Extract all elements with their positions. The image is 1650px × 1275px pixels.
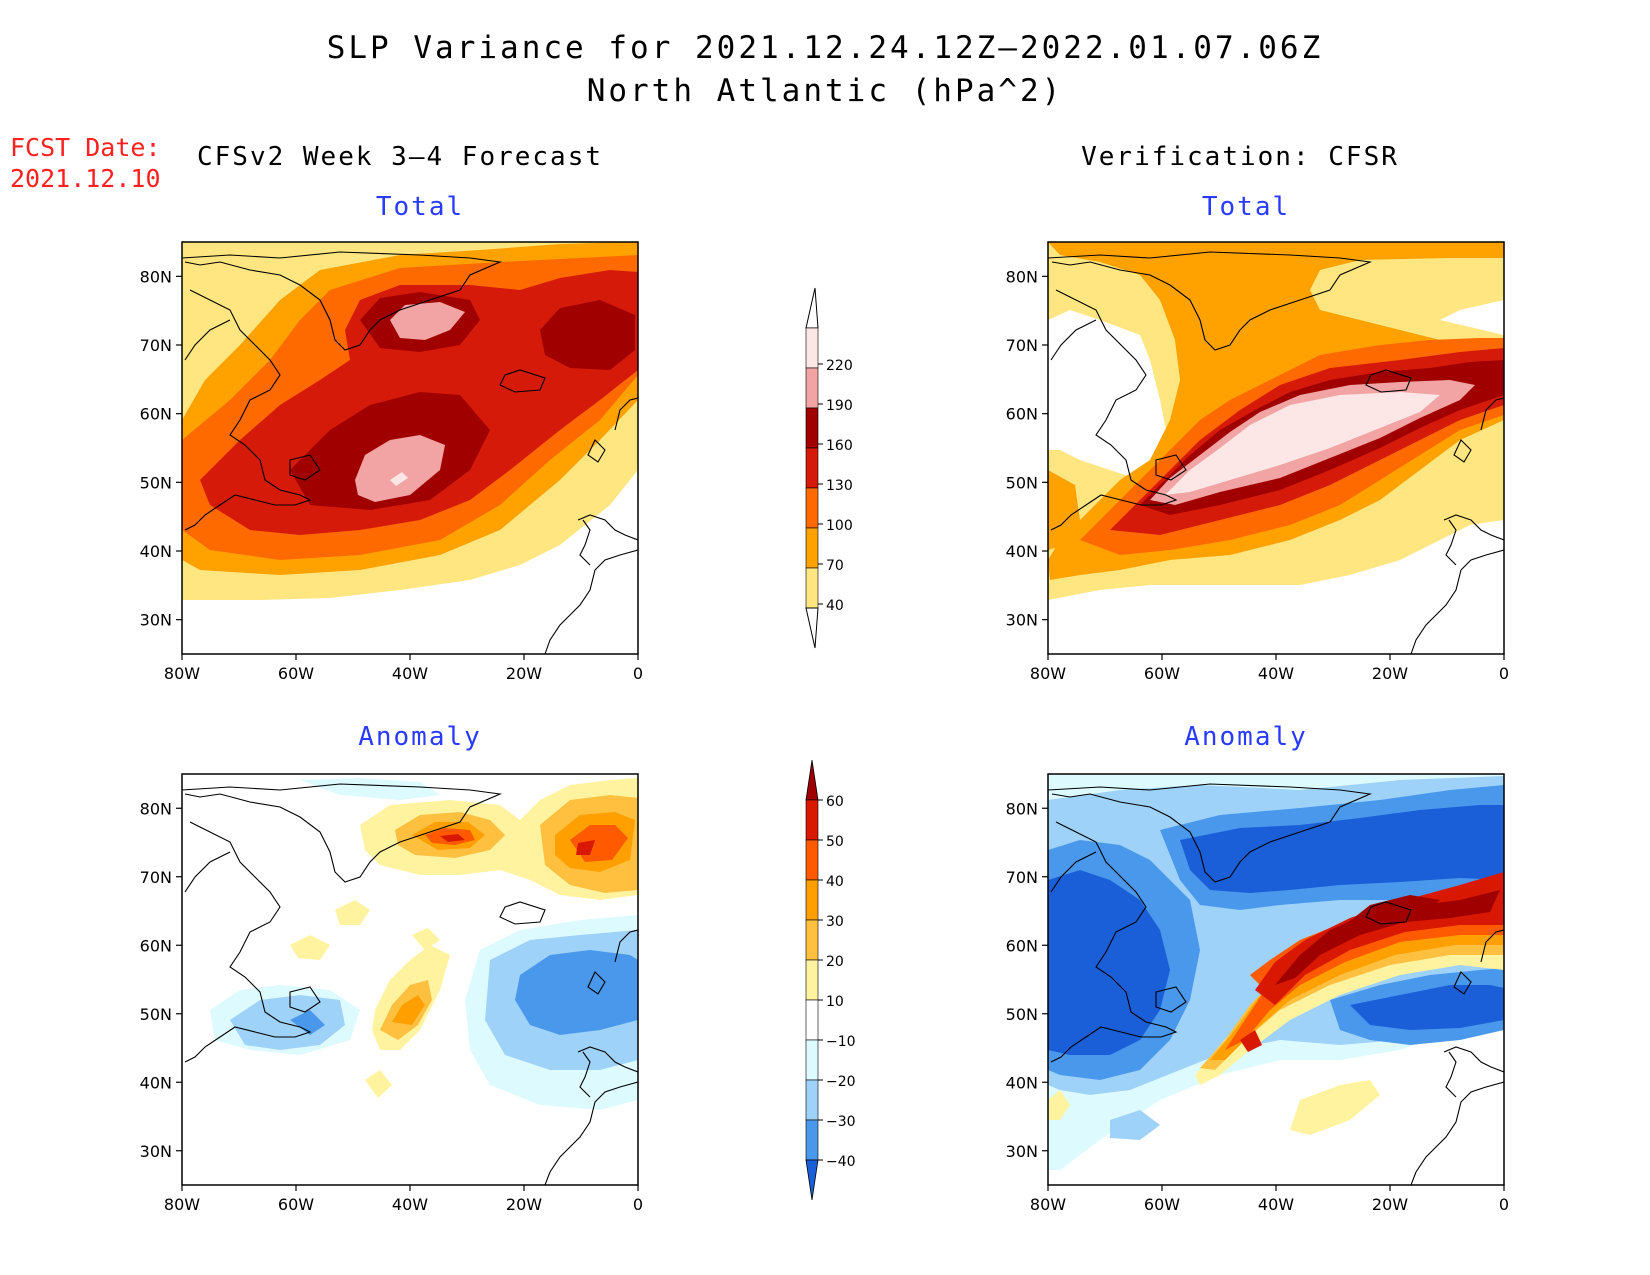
colorbar-swatch (805, 919, 819, 961)
colorbar-swatch (805, 1079, 819, 1121)
colorbar-swatch (805, 527, 819, 569)
verification-total-label: Total (1201, 192, 1291, 222)
lat-tick-label: 80N (140, 267, 172, 286)
main-title: SLP Variance for 2021.12.24.12Z–2022.01.… (326, 30, 1324, 66)
colorbar-swatch (805, 567, 819, 609)
forecast-total-label: Total (375, 192, 465, 222)
lon-tick-label: 80W (164, 664, 200, 683)
lat-tick-label: 50N (1006, 473, 1038, 492)
lat-tick-label: 40N (1006, 1073, 1038, 1092)
colorbar-level-label: 30 (826, 914, 844, 930)
colorbar-top-cap (805, 287, 819, 329)
lat-tick-label: 30N (1006, 1142, 1038, 1161)
lat-tick-label: 50N (1006, 1005, 1038, 1024)
total-colorbar: 220 190 160 130 100 70 40 (805, 287, 853, 649)
lon-tick-label: 60W (278, 664, 314, 683)
lat-tick-label: 40N (1006, 542, 1038, 561)
anomaly-colorbar: 60 50 40 30 20 10 −10 −20 −30 −40 (805, 759, 856, 1201)
colorbar-level-label: 50 (826, 834, 844, 850)
colorbar-swatch (805, 447, 819, 489)
lat-tick-label: 60N (140, 936, 172, 955)
lat-tick-label: 40N (140, 1073, 172, 1092)
lat-tick-label: 60N (140, 405, 172, 424)
colorbar-level-label: 70 (826, 558, 844, 574)
verification-total-map (1047, 241, 1505, 655)
lon-tick-label: 20W (1372, 664, 1408, 683)
colorbar-level-label: 60 (826, 794, 844, 810)
lat-tick-label: 40N (140, 542, 172, 561)
lon-tick-label: 60W (278, 1195, 314, 1214)
verification-anomaly-label: Anomaly (1184, 722, 1308, 752)
lon-tick-label: 40W (1258, 664, 1294, 683)
lon-tick-label: 0 (633, 664, 643, 683)
lat-tick-label: 60N (1006, 936, 1038, 955)
colorbar-level-label: 220 (826, 358, 853, 374)
lon-tick-label: 60W (1144, 664, 1180, 683)
lat-tick-label: 80N (1006, 799, 1038, 818)
lon-tick-label: 40W (1258, 1195, 1294, 1214)
lon-tick-label: 80W (164, 1195, 200, 1214)
verification-column-title: Verification: CFSR (1081, 142, 1399, 172)
forecast-anomaly-map (181, 773, 639, 1186)
lon-tick-label: 40W (392, 664, 428, 683)
colorbar-swatch (805, 879, 819, 921)
lon-tick-label: 20W (1372, 1195, 1408, 1214)
colorbar-level-label: 40 (826, 598, 844, 614)
colorbar-level-label: 130 (826, 478, 853, 494)
lon-tick-label: 20W (506, 664, 542, 683)
lon-tick-label: 60W (1144, 1195, 1180, 1214)
colorbar-swatch (805, 1039, 819, 1081)
colorbar-swatch (805, 367, 819, 409)
colorbar-level-label: −40 (826, 1154, 856, 1170)
colorbar-swatch (805, 799, 819, 841)
colorbar-swatch (805, 999, 819, 1041)
lat-tick-label: 70N (140, 336, 172, 355)
colorbar-level-label: 20 (826, 954, 844, 970)
main-subtitle: North Atlantic (hPa^2) (586, 73, 1064, 109)
colorbar-level-label: 190 (826, 398, 853, 414)
colorbar-swatch (805, 327, 819, 369)
colorbar-level-label: −30 (826, 1114, 856, 1130)
colorbar-swatch (805, 1119, 819, 1161)
lon-tick-label: 20W (506, 1195, 542, 1214)
colorbar-bottom-cap (805, 1159, 819, 1201)
colorbar-level-label: 40 (826, 874, 844, 890)
forecast-column-title: CFSv2 Week 3–4 Forecast (196, 142, 604, 172)
colorbar-swatch (805, 959, 819, 1001)
lat-tick-label: 80N (1006, 267, 1038, 286)
colorbar-level-label: 160 (826, 438, 853, 454)
colorbar-level-label: 10 (826, 994, 844, 1010)
lat-tick-label: 80N (140, 799, 172, 818)
lat-tick-label: 50N (140, 1005, 172, 1024)
lon-tick-label: 0 (633, 1195, 643, 1214)
lat-tick-label: 70N (140, 868, 172, 887)
forecast-total-map (181, 241, 639, 655)
lat-tick-label: 70N (1006, 868, 1038, 887)
lat-tick-label: 30N (140, 1142, 172, 1161)
lon-tick-label: 80W (1030, 1195, 1066, 1214)
colorbar-swatch (805, 839, 819, 881)
colorbar-level-label: 100 (826, 518, 853, 534)
lat-tick-label: 50N (140, 473, 172, 492)
verification-anomaly-map (1047, 773, 1505, 1186)
map-axes: 80N 70N 60N 50N 40N 30N 80W 60W 40W 20W 0 80N 70N 60N… (140, 267, 1509, 1214)
fcst-date-label: FCST Date: (10, 133, 161, 162)
colorbar-level-label: −10 (826, 1034, 856, 1050)
lat-tick-label: 30N (1006, 611, 1038, 630)
lat-tick-label: 60N (1006, 405, 1038, 424)
fcst-date-value: 2021.12.10 (10, 164, 161, 193)
lon-tick-label: 40W (392, 1195, 428, 1214)
lon-tick-label: 80W (1030, 664, 1066, 683)
lat-tick-label: 30N (140, 611, 172, 630)
lon-tick-label: 0 (1499, 664, 1509, 683)
lon-tick-label: 0 (1499, 1195, 1509, 1214)
colorbar-level-label: −20 (826, 1074, 856, 1090)
colorbar-swatch (805, 487, 819, 529)
colorbar-top-cap (805, 759, 819, 801)
colorbar-bottom-cap (805, 607, 819, 649)
colorbar-swatch (805, 407, 819, 449)
forecast-anomaly-label: Anomaly (358, 722, 482, 752)
lat-tick-label: 70N (1006, 336, 1038, 355)
